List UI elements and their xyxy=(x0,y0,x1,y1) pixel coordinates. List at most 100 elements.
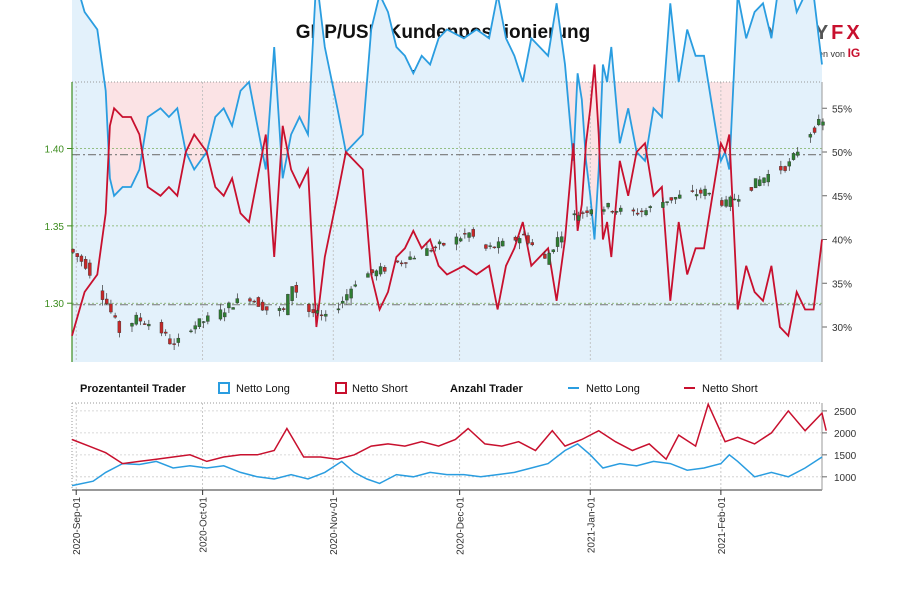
candle-body xyxy=(749,187,754,191)
candle-body xyxy=(543,253,547,259)
candle-body xyxy=(218,309,223,320)
price-tick-label: 1.30 xyxy=(45,299,65,310)
candle-body xyxy=(193,325,197,330)
candle-body xyxy=(602,209,606,212)
candle-body xyxy=(408,256,412,260)
candle-body xyxy=(201,321,206,323)
candle-body xyxy=(501,240,505,247)
candle-body xyxy=(560,236,564,243)
candle-body xyxy=(378,266,383,275)
candle-body xyxy=(720,200,724,206)
candle-body xyxy=(551,249,556,253)
candle-body xyxy=(395,260,400,263)
candle-body xyxy=(290,286,294,301)
candle-body xyxy=(661,201,665,208)
candle-body xyxy=(100,290,105,300)
candle-body xyxy=(265,306,269,311)
candle-body xyxy=(762,177,766,183)
candle-body xyxy=(463,233,467,235)
candle-body xyxy=(437,241,442,245)
candle-body xyxy=(732,198,737,201)
candle-body xyxy=(130,322,134,327)
x-tick-label: 2021-Jan-01 xyxy=(586,497,597,554)
candle-body xyxy=(142,323,147,325)
candle-body xyxy=(817,119,821,126)
candle-body xyxy=(433,246,438,249)
candle-body xyxy=(484,244,488,249)
candle-body xyxy=(779,166,783,171)
legend-count-short-label: Netto Short xyxy=(702,383,758,395)
candle-body xyxy=(147,323,151,327)
candle-body xyxy=(134,314,138,325)
candle-body xyxy=(256,297,261,307)
candle-body xyxy=(227,302,231,309)
candle-body xyxy=(454,236,459,245)
net-short-pct-line xyxy=(71,64,823,338)
candle-body xyxy=(75,253,79,257)
candle-body xyxy=(581,212,585,214)
logo-ig: IG xyxy=(847,46,861,60)
candle-body xyxy=(197,318,202,327)
net-short-count-line xyxy=(71,402,827,465)
pct-tick-label: 35% xyxy=(832,279,852,290)
pct-tick-label: 40% xyxy=(832,236,852,247)
candle-body xyxy=(353,284,358,287)
candle-body xyxy=(471,229,475,237)
candle-body xyxy=(277,308,282,311)
candle-body xyxy=(614,211,619,213)
price-tick-label: 1.35 xyxy=(45,222,65,233)
candle-body xyxy=(783,166,787,171)
candle-body xyxy=(189,330,193,333)
candle-body xyxy=(71,248,75,253)
candle-body xyxy=(517,238,522,244)
candle-body xyxy=(83,259,88,269)
candle-body xyxy=(796,151,800,156)
candle-body xyxy=(665,201,669,203)
candle-body xyxy=(252,300,256,303)
candle-body xyxy=(707,192,711,195)
net-long-count-line xyxy=(71,442,823,487)
candle-body xyxy=(222,312,227,318)
candle-body xyxy=(673,197,678,200)
candle-body xyxy=(791,153,796,160)
candle-body xyxy=(488,245,492,247)
candle-body xyxy=(644,210,648,216)
candle-body xyxy=(311,309,315,314)
candle-body xyxy=(383,267,387,272)
candle-body xyxy=(635,212,640,215)
candle-body xyxy=(496,241,501,249)
count-tick-label: 2500 xyxy=(834,407,857,418)
candle-body xyxy=(631,209,636,212)
candle-body xyxy=(345,294,349,301)
candle-body xyxy=(821,121,825,126)
candle-body xyxy=(159,321,164,334)
count-tick-label: 1000 xyxy=(834,473,857,484)
candle-body xyxy=(753,178,758,189)
candle-body xyxy=(412,257,416,260)
candle-body xyxy=(138,317,143,322)
count-tick-label: 1500 xyxy=(834,451,857,462)
candle-body xyxy=(467,232,471,238)
candle-body xyxy=(812,127,817,133)
candle-body xyxy=(513,236,518,241)
x-tick-label: 2020-Oct-01 xyxy=(199,497,210,553)
legend-pct-label: Prozentanteil Trader xyxy=(80,383,186,395)
candle-body xyxy=(88,262,92,276)
candle-body xyxy=(260,301,265,311)
legend-count-long-label: Netto Long xyxy=(586,383,640,395)
candle-body xyxy=(105,298,109,304)
candle-body xyxy=(640,210,644,213)
candle-body xyxy=(669,197,674,201)
candle-body xyxy=(728,196,733,207)
candle-body xyxy=(606,202,610,208)
candle-body xyxy=(163,331,168,334)
candle-body xyxy=(281,308,286,310)
candle-body xyxy=(336,308,341,311)
candle-body xyxy=(610,210,615,213)
candle-body xyxy=(766,174,770,183)
candle-body xyxy=(294,285,299,293)
candle-body xyxy=(526,235,530,244)
candle-body xyxy=(694,194,699,197)
candle-body xyxy=(585,210,589,213)
candle-body xyxy=(235,298,240,304)
